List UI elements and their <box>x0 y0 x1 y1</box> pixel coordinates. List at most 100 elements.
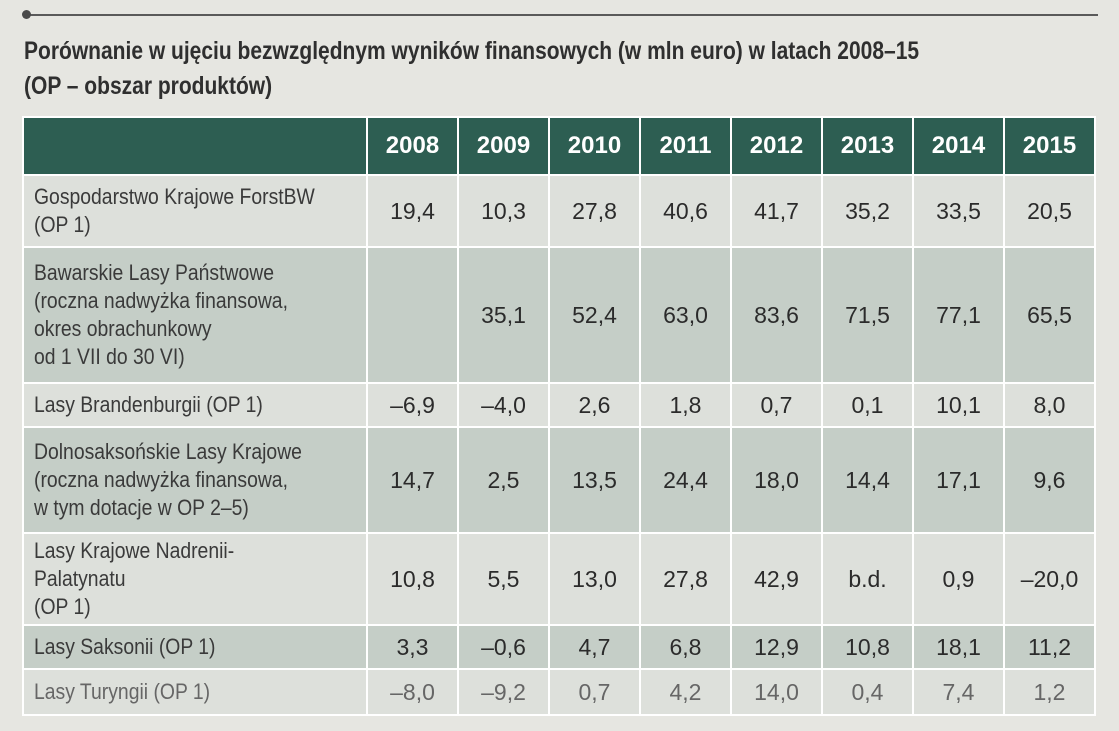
table-cell: 13,5 <box>548 426 641 534</box>
table-cell: 18,1 <box>912 624 1005 670</box>
year-header: 2010 <box>548 116 641 176</box>
table-cell: 11,2 <box>1003 624 1096 670</box>
table-cell: 24,4 <box>639 426 732 534</box>
table-cell: 42,9 <box>730 532 823 626</box>
table-cell: 10,8 <box>366 532 459 626</box>
table-cell: 40,6 <box>639 174 732 248</box>
table-row: Lasy Krajowe Nadrenii-Palatynatu (OP 1) 1… <box>22 532 1096 626</box>
row-label-line: (roczna nadwyżka finansowa, <box>34 467 288 492</box>
table-cell: 20,5 <box>1003 174 1096 248</box>
table-cell: 83,6 <box>730 246 823 384</box>
financial-results-table: 2008 2009 2010 2011 2012 2013 2014 2015 … <box>22 116 1096 716</box>
row-label: Dolnosaksońskie Lasy Krajowe (roczna nadw… <box>22 426 368 534</box>
table-cell: –6,9 <box>366 382 459 428</box>
row-label: Lasy Krajowe Nadrenii-Palatynatu (OP 1) <box>22 532 368 626</box>
table-cell: 5,5 <box>457 532 550 626</box>
table-cell: 52,4 <box>548 246 641 384</box>
table-row: Gospodarstwo Krajowe ForstBW (OP 1) 19,4 … <box>22 174 1096 248</box>
row-label-line: (OP 1) <box>34 594 91 619</box>
table-cell: b.d. <box>821 532 914 626</box>
row-label: Bawarskie Lasy Państwowe (roczna nadwyżka… <box>22 246 368 384</box>
row-label-line: Lasy Brandenburgii (OP 1) <box>34 392 263 417</box>
header-corner <box>22 116 368 176</box>
table-cell: 10,3 <box>457 174 550 248</box>
table-row: Lasy Saksonii (OP 1) 3,3 –0,6 4,7 6,8 12… <box>22 624 1096 670</box>
table-cell: –9,2 <box>457 668 550 716</box>
table-cell: 41,7 <box>730 174 823 248</box>
table-cell: 13,0 <box>548 532 641 626</box>
table-row: Bawarskie Lasy Państwowe (roczna nadwyżka… <box>22 246 1096 384</box>
table-cell: 3,3 <box>366 624 459 670</box>
table-cell: –4,0 <box>457 382 550 428</box>
row-label: Lasy Saksonii (OP 1) <box>22 624 368 670</box>
row-label-line: Gospodarstwo Krajowe ForstBW <box>34 184 315 209</box>
table-cell: 14,0 <box>730 668 823 716</box>
table-cell: 0,9 <box>912 532 1005 626</box>
table-cell: 1,8 <box>639 382 732 428</box>
row-label-line: Lasy Saksonii (OP 1) <box>34 634 216 659</box>
table-cell: 33,5 <box>912 174 1005 248</box>
row-label: Lasy Turyngii (OP 1) <box>22 668 368 716</box>
table-cell: 14,7 <box>366 426 459 534</box>
year-header: 2011 <box>639 116 732 176</box>
table-cell: 63,0 <box>639 246 732 384</box>
header-row: 2008 2009 2010 2011 2012 2013 2014 2015 <box>22 116 1096 176</box>
row-label-line: Dolnosaksońskie Lasy Krajowe <box>34 439 302 464</box>
top-rule <box>26 14 1098 16</box>
row-label-line: w tym dotacje w OP 2–5) <box>34 495 249 520</box>
table-cell: 4,2 <box>639 668 732 716</box>
table-cell: 27,8 <box>639 532 732 626</box>
row-label: Gospodarstwo Krajowe ForstBW (OP 1) <box>22 174 368 248</box>
table-cell: 2,5 <box>457 426 550 534</box>
year-header: 2012 <box>730 116 823 176</box>
table-title: Porównanie w ujęciu bezwzględnym wyników… <box>24 34 931 104</box>
table-cell: 18,0 <box>730 426 823 534</box>
row-label-line: (OP 1) <box>34 212 91 237</box>
table-cell: 19,4 <box>366 174 459 248</box>
table-cell <box>366 246 459 384</box>
table-cell: 10,1 <box>912 382 1005 428</box>
table-cell: 35,1 <box>457 246 550 384</box>
row-label-line: okres obrachunkowy <box>34 316 212 341</box>
table-cell: 17,1 <box>912 426 1005 534</box>
table-cell: 0,7 <box>730 382 823 428</box>
row-label-line: od 1 VII do 30 VI) <box>34 344 185 369</box>
table-row: Dolnosaksońskie Lasy Krajowe (roczna nadw… <box>22 426 1096 534</box>
table-cell: 14,4 <box>821 426 914 534</box>
table-cell: 0,7 <box>548 668 641 716</box>
row-label-line: Bawarskie Lasy Państwowe <box>34 260 274 285</box>
year-header: 2008 <box>366 116 459 176</box>
table-cell: 7,4 <box>912 668 1005 716</box>
row-label-line: Lasy Turyngii (OP 1) <box>34 679 211 704</box>
table-cell: 10,8 <box>821 624 914 670</box>
table-cell: 8,0 <box>1003 382 1096 428</box>
table-cell: –8,0 <box>366 668 459 716</box>
row-label-line: Lasy Krajowe Nadrenii-Palatynatu <box>34 538 235 591</box>
row-label-line: (roczna nadwyżka finansowa, <box>34 288 288 313</box>
table-cell: 6,8 <box>639 624 732 670</box>
table-cell: –20,0 <box>1003 532 1096 626</box>
title-line-2: (OP – obszar produktów) <box>24 72 273 100</box>
table-cell: –0,6 <box>457 624 550 670</box>
year-header: 2013 <box>821 116 914 176</box>
table-row: Lasy Turyngii (OP 1) –8,0 –9,2 0,7 4,2 1… <box>22 668 1096 716</box>
table-cell: 0,1 <box>821 382 914 428</box>
table-cell: 1,2 <box>1003 668 1096 716</box>
year-header: 2015 <box>1003 116 1096 176</box>
year-header: 2014 <box>912 116 1005 176</box>
table-cell: 4,7 <box>548 624 641 670</box>
row-label: Lasy Brandenburgii (OP 1) <box>22 382 368 428</box>
table-cell: 12,9 <box>730 624 823 670</box>
rule-bullet <box>22 10 31 19</box>
table-cell: 35,2 <box>821 174 914 248</box>
table-cell: 27,8 <box>548 174 641 248</box>
table-cell: 0,4 <box>821 668 914 716</box>
table-cell: 9,6 <box>1003 426 1096 534</box>
title-line-1: Porównanie w ujęciu bezwzględnym wyników… <box>24 37 920 65</box>
table-cell: 77,1 <box>912 246 1005 384</box>
table-cell: 71,5 <box>821 246 914 384</box>
year-header: 2009 <box>457 116 550 176</box>
table-row: Lasy Brandenburgii (OP 1) –6,9 –4,0 2,6 … <box>22 382 1096 428</box>
table-cell: 2,6 <box>548 382 641 428</box>
table-cell: 65,5 <box>1003 246 1096 384</box>
